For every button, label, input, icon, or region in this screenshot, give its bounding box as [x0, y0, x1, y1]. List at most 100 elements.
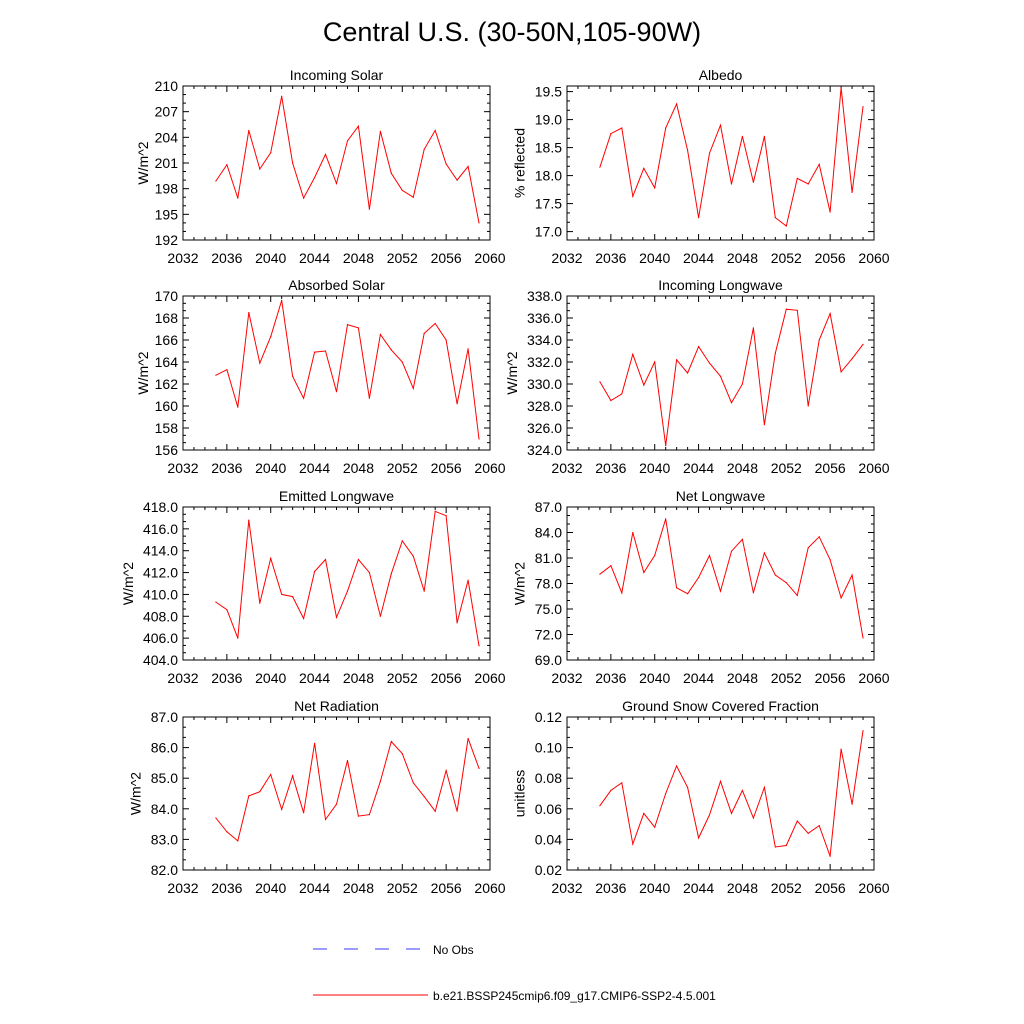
x-tick-label: 2060 — [474, 460, 505, 476]
y-tick-label: 86.0 — [151, 740, 178, 756]
data-point — [313, 570, 316, 573]
data-point — [654, 187, 656, 189]
data-point — [708, 814, 711, 816]
data-point — [434, 810, 436, 812]
data-point — [379, 615, 381, 617]
series-line — [215, 96, 480, 223]
data-point — [346, 590, 349, 592]
x-tick-label: 2032 — [551, 250, 582, 266]
y-tick-label: 170 — [155, 288, 179, 304]
data-point — [368, 571, 370, 574]
y-tick-label: 17.5 — [535, 196, 562, 212]
data-point — [412, 196, 414, 198]
x-tick-label: 2056 — [815, 880, 846, 896]
chart-panel-1: Incoming Solar 2032 2036 2040 2044 2048 2052 20… — [135, 67, 506, 266]
y-tick-label: 19.5 — [535, 84, 562, 100]
data-point — [346, 324, 349, 326]
chart-panel-4: Incoming Longwave 2032 2036 2040 2044 2048 205… — [504, 277, 890, 476]
plot-frame — [566, 506, 875, 661]
data-point — [643, 812, 645, 814]
panel-title: Ground Snow Covered Fraction — [622, 698, 819, 714]
x-tick-label: 2052 — [771, 670, 802, 686]
data-point — [818, 536, 820, 538]
data-point — [445, 515, 447, 517]
data-point — [237, 406, 239, 408]
data-point — [456, 179, 458, 181]
data-point — [248, 519, 250, 521]
data-point — [796, 309, 798, 311]
data-point — [259, 362, 261, 364]
data-point — [741, 538, 744, 540]
panel-title: Net Longwave — [676, 488, 766, 504]
y-tick-label: 158 — [155, 420, 179, 436]
data-point — [719, 780, 722, 782]
y-tick-label: 0.02 — [535, 862, 562, 878]
x-tick-label: 2048 — [343, 880, 374, 896]
data-point — [303, 617, 305, 620]
data-point — [478, 645, 480, 647]
data-point — [687, 149, 689, 151]
data-point — [632, 195, 634, 197]
data-point — [423, 332, 425, 334]
data-point — [851, 574, 853, 576]
data-point — [752, 592, 754, 594]
figure-title: Central U.S. (30-50N,105-90W) — [323, 17, 701, 47]
y-tick-label: 404.0 — [143, 652, 178, 668]
data-point — [621, 393, 623, 395]
x-tick-label: 2052 — [771, 250, 802, 266]
x-tick-label: 2044 — [299, 670, 330, 686]
data-point — [467, 579, 469, 581]
y-tick-label: 18.0 — [535, 168, 562, 184]
x-tick-label: 2048 — [343, 250, 374, 266]
data-point — [687, 593, 689, 595]
data-point — [324, 818, 327, 821]
y-tick-label: 338.0 — [527, 288, 562, 304]
data-point — [401, 540, 403, 542]
y-tick-label: 330.0 — [527, 376, 562, 392]
y-tick-label: 19.0 — [535, 112, 562, 128]
data-point — [434, 322, 436, 325]
x-tick-label: 2056 — [431, 880, 462, 896]
chart-panel-3: Absorbed Solar 2032 2036 2040 2044 2048 2052 20… — [135, 277, 506, 476]
data-point — [434, 510, 436, 512]
y-axis-label: % reflected — [512, 128, 528, 198]
y-axis-label: W/m^2 — [135, 141, 151, 184]
x-tick-label: 2060 — [858, 880, 889, 896]
plot-frame — [566, 85, 875, 241]
data-point — [303, 812, 305, 814]
data-point — [281, 95, 283, 97]
series-line — [215, 510, 480, 646]
x-tick-label: 2056 — [815, 250, 846, 266]
data-point — [676, 103, 678, 105]
data-point — [741, 135, 744, 137]
data-point — [368, 208, 370, 210]
data-point — [610, 399, 612, 402]
data-point — [445, 339, 447, 341]
data-point — [862, 343, 864, 345]
data-point — [412, 387, 414, 389]
data-point — [829, 855, 831, 857]
data-point — [412, 782, 414, 784]
x-tick-label: 2032 — [167, 460, 198, 476]
data-point — [467, 165, 469, 168]
data-point — [226, 164, 228, 166]
data-point — [357, 815, 360, 817]
x-tick-label: 2048 — [727, 460, 758, 476]
data-point — [423, 795, 425, 798]
x-tick-label: 2048 — [343, 670, 374, 686]
data-point — [610, 565, 612, 567]
y-tick-label: 164 — [155, 354, 179, 370]
data-point — [324, 153, 327, 156]
x-tick-label: 2060 — [858, 250, 889, 266]
x-tick-label: 2032 — [551, 460, 582, 476]
data-point — [687, 372, 689, 374]
data-point — [248, 129, 250, 132]
data-point — [335, 182, 338, 185]
series-line — [215, 738, 480, 842]
data-point — [599, 805, 601, 807]
x-tick-label: 2052 — [771, 880, 802, 896]
data-point — [654, 826, 656, 828]
data-point — [807, 183, 809, 185]
data-point — [270, 773, 272, 776]
y-tick-label: 162 — [155, 376, 179, 392]
